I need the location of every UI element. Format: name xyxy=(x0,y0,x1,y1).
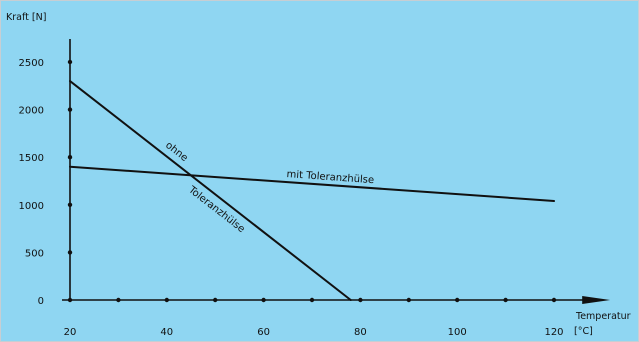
series-line-1 xyxy=(69,165,555,202)
tick-labels: 0 500 1000 1500 2000 2500 20 40 60 80 100 120 xyxy=(19,58,564,338)
x-tick-90 xyxy=(406,297,411,303)
y-tick-label-1000: 1000 xyxy=(19,201,44,212)
x-tick-label-100: 100 xyxy=(448,327,467,338)
x-tick-100 xyxy=(455,297,460,303)
y-tick-label-0: 0 xyxy=(38,296,44,307)
x-tick-label-120: 120 xyxy=(544,327,563,338)
y-tick-2500 xyxy=(67,59,73,65)
x-tick-label-60: 60 xyxy=(257,327,270,338)
y-tick-label-2500: 2500 xyxy=(19,58,44,69)
x-axis-arrowhead xyxy=(582,296,611,304)
axes xyxy=(62,38,611,304)
x-tick-30 xyxy=(116,297,121,303)
x-tick-70 xyxy=(309,297,315,303)
x-tick-60 xyxy=(261,297,266,303)
y-axis-title: Kraft [N] xyxy=(6,12,46,23)
x-tick-50 xyxy=(213,297,218,303)
y-tick-500 xyxy=(67,250,73,255)
y-tick-label-1500: 1500 xyxy=(19,153,44,164)
x-tick-110 xyxy=(503,297,508,303)
y-tick-2000 xyxy=(67,107,73,112)
y-tick-1500 xyxy=(67,155,73,160)
series xyxy=(69,80,555,301)
x-tick-label-80: 80 xyxy=(354,327,367,338)
x-tick-label-40: 40 xyxy=(160,327,173,338)
y-tick-0 xyxy=(67,297,73,303)
series-line-2 xyxy=(69,80,352,301)
x-tick-label-20: 20 xyxy=(64,327,77,338)
x-tick-120 xyxy=(551,297,557,303)
x-axis-title: Temperatur xyxy=(575,311,631,322)
y-tick-label-2000: 2000 xyxy=(19,106,44,117)
y-tick-label-500: 500 xyxy=(25,248,44,259)
ticks xyxy=(67,59,557,303)
x-tick-40 xyxy=(164,297,169,303)
x-tick-80 xyxy=(358,297,363,303)
x-axis-unit: [°C] xyxy=(574,326,593,337)
y-tick-1000 xyxy=(67,202,73,207)
